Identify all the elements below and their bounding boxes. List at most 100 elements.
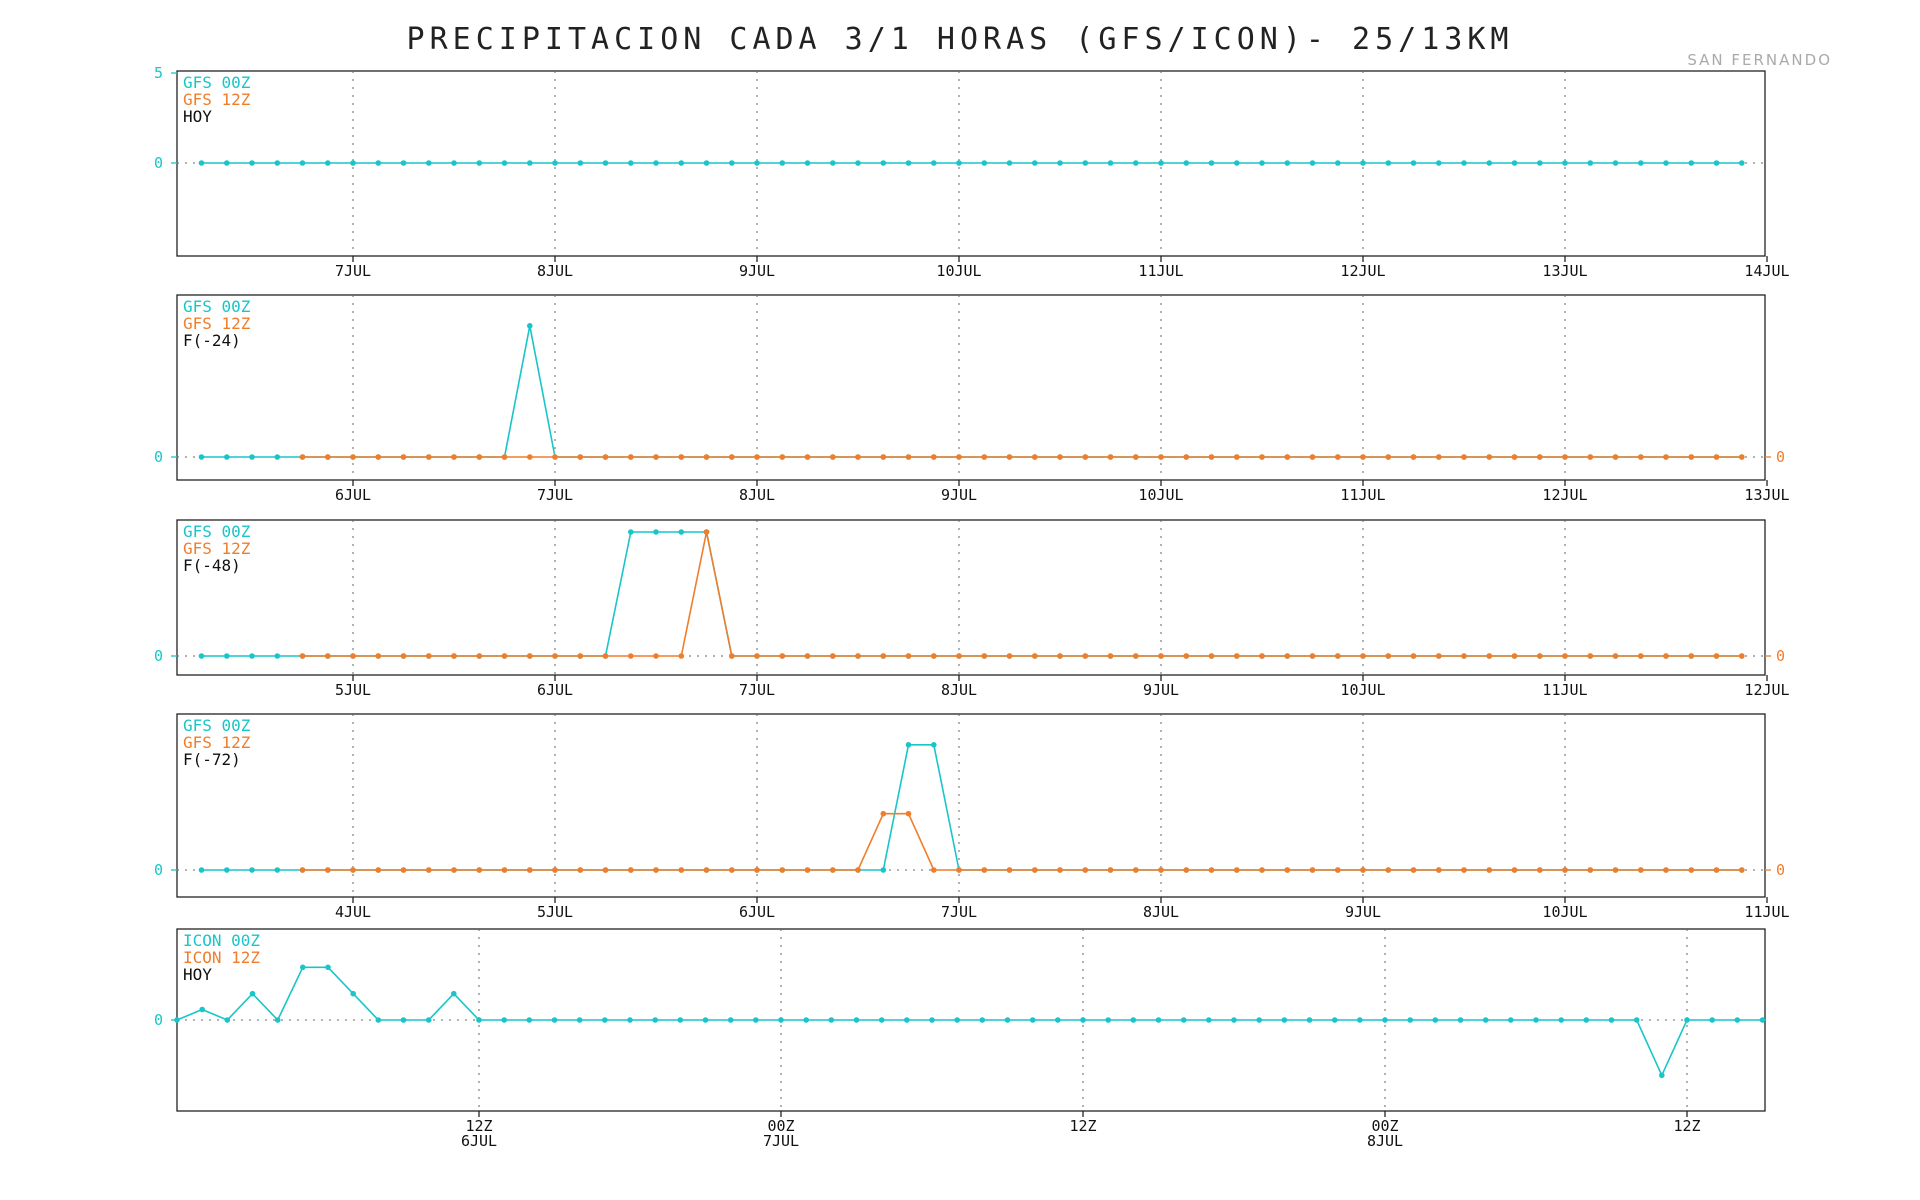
data-point [1684, 1017, 1690, 1023]
x-tick-label: 10JUL [936, 262, 981, 280]
data-point [1537, 653, 1543, 659]
x-tick-label: 8JUL [537, 262, 573, 280]
data-point [451, 653, 457, 659]
legend-entry: ICON 00Z [183, 931, 260, 950]
x-tick-label: 10JUL [1542, 903, 1587, 921]
data-point [1335, 454, 1341, 460]
x-tick-label: 5JUL [335, 681, 371, 699]
data-point [426, 653, 432, 659]
data-point [1562, 454, 1568, 460]
legend-entry: GFS 12Z [183, 314, 251, 333]
data-point [1284, 454, 1291, 460]
data-point [1410, 454, 1417, 460]
data-point [1335, 653, 1341, 659]
data-point [905, 810, 912, 817]
data-point [451, 990, 457, 997]
data-point [1382, 1017, 1388, 1023]
data-point [1663, 653, 1669, 659]
data-point [1259, 454, 1265, 460]
data-point [476, 454, 483, 460]
x-tick-label: 7JUL [763, 1132, 799, 1150]
series-line-gfs-12z [302, 531, 1742, 657]
series-line-icon-00z [176, 966, 1763, 1078]
data-point [1158, 867, 1164, 873]
data-point [350, 653, 356, 659]
data-point [830, 160, 836, 166]
data-point [1032, 160, 1038, 166]
data-point [1208, 454, 1215, 460]
data-point [1562, 867, 1568, 873]
data-point [1587, 160, 1594, 166]
data-point [1357, 1017, 1363, 1023]
data-point [1080, 1017, 1086, 1023]
data-point [754, 653, 760, 659]
data-point [905, 653, 912, 659]
data-point [1082, 653, 1089, 659]
data-point [653, 867, 659, 873]
data-point [1183, 454, 1190, 460]
y-tick-label: 0 [154, 1011, 163, 1029]
data-point [1284, 653, 1291, 659]
x-tick-label: 11JUL [1138, 262, 1183, 280]
data-point [1461, 653, 1467, 659]
data-point [400, 160, 407, 166]
data-point [1486, 454, 1493, 460]
series-line-gfs-00z [201, 531, 1742, 657]
data-point [1436, 653, 1442, 659]
data-point [753, 1017, 759, 1023]
data-point [602, 653, 609, 659]
data-point [1688, 867, 1695, 873]
data-point [956, 867, 962, 873]
data-point [274, 1017, 281, 1023]
data-point [577, 867, 584, 873]
legend-entry: GFS 12Z [183, 90, 251, 109]
data-point [1183, 867, 1190, 873]
data-point [931, 454, 937, 460]
x-tick-label: 12Z [1673, 1117, 1700, 1135]
data-point [325, 160, 331, 166]
data-point [779, 160, 786, 166]
data-point [274, 160, 281, 166]
data-point [602, 160, 609, 166]
data-point [1029, 1017, 1036, 1023]
data-point [501, 454, 508, 460]
data-point [880, 867, 887, 873]
data-point [830, 454, 836, 460]
data-point [931, 867, 937, 873]
data-point [1688, 160, 1695, 166]
data-point [274, 454, 281, 460]
data-point [1663, 160, 1669, 166]
data-point [451, 867, 457, 873]
data-point [1410, 160, 1417, 166]
panel-frame-2 [176, 294, 1766, 481]
data-point [1082, 454, 1089, 460]
data-point [375, 160, 382, 166]
data-point [325, 964, 331, 971]
data-point [803, 1017, 809, 1023]
x-tick-label: 11JUL [1744, 903, 1789, 921]
data-point [1713, 454, 1720, 460]
data-point [1032, 454, 1038, 460]
data-point [476, 867, 483, 873]
data-point [1234, 653, 1240, 659]
data-point [1432, 1017, 1439, 1023]
data-point [929, 1017, 935, 1023]
data-point [198, 653, 205, 659]
data-point [1663, 867, 1669, 873]
legend-entry: F(-72) [183, 750, 241, 769]
data-point [678, 160, 685, 166]
x-tick-label: 9JUL [1143, 681, 1179, 699]
x-tick-label: 8JUL [739, 486, 775, 504]
data-point [1562, 653, 1568, 659]
data-point [1461, 160, 1467, 166]
series-line-gfs-00z [201, 325, 1742, 458]
data-point [1234, 867, 1240, 873]
data-point [426, 867, 432, 873]
data-point [653, 653, 659, 659]
data-point [1713, 867, 1720, 873]
data-point [249, 653, 255, 659]
data-point [1234, 454, 1240, 460]
x-tick-label: 8JUL [1367, 1132, 1403, 1150]
data-point [1107, 867, 1114, 873]
data-point [576, 1017, 583, 1023]
